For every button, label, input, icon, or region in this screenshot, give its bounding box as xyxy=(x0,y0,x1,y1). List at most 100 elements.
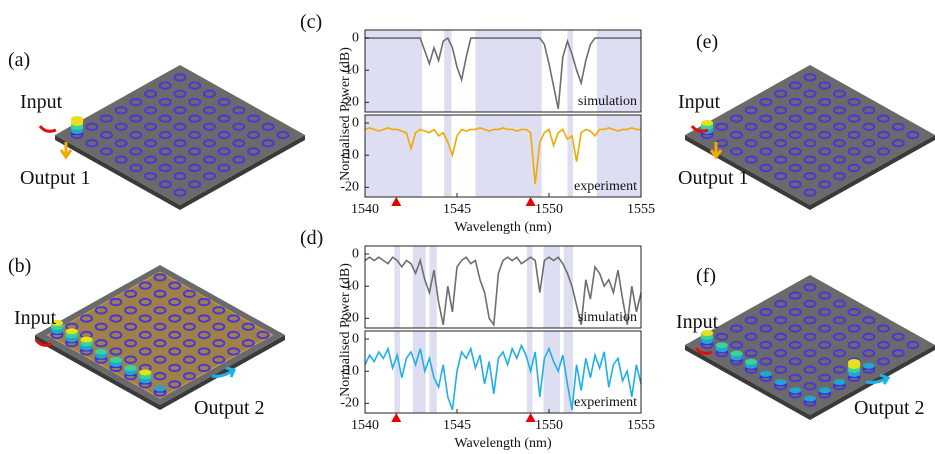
ring xyxy=(729,114,743,123)
y-tick-label: 0 xyxy=(352,331,359,346)
ring xyxy=(247,147,261,156)
ring xyxy=(261,122,275,131)
pillar-top xyxy=(789,387,802,394)
ring xyxy=(212,339,226,348)
x-tick-label: 1540 xyxy=(351,202,379,217)
ring xyxy=(847,130,861,140)
pillar-top xyxy=(774,379,787,386)
ring xyxy=(832,332,846,341)
x-tick-label: 1550 xyxy=(535,202,563,217)
x-tick-label: 1545 xyxy=(443,202,471,217)
shaded-band xyxy=(475,115,542,197)
ring xyxy=(818,340,832,350)
ring xyxy=(247,130,261,140)
x-axis-label: Wavelength (nm) xyxy=(454,436,552,451)
ring xyxy=(144,139,158,148)
output-arrow xyxy=(59,142,73,160)
ring xyxy=(182,306,196,315)
ring xyxy=(818,357,832,366)
axes-box xyxy=(364,114,642,198)
ring xyxy=(256,330,270,340)
y-tick-label: -10 xyxy=(340,62,359,77)
input-label: Input xyxy=(676,311,719,333)
ring xyxy=(847,340,861,350)
ring xyxy=(891,332,905,341)
ring xyxy=(158,163,172,173)
ring xyxy=(744,106,758,115)
ring xyxy=(818,307,832,317)
y-tick-label: -10 xyxy=(340,147,359,162)
ring xyxy=(832,139,846,148)
pillar-top xyxy=(154,385,166,392)
ring xyxy=(188,180,202,189)
ring xyxy=(212,306,226,315)
ring xyxy=(891,349,905,358)
diagrams xyxy=(35,65,935,420)
ring xyxy=(832,122,846,131)
ring xyxy=(202,106,216,115)
ring xyxy=(129,147,143,156)
input-label: Input xyxy=(14,307,57,329)
pillar-top xyxy=(51,320,64,326)
ring xyxy=(803,188,817,197)
ring xyxy=(227,314,241,323)
ring xyxy=(144,155,158,164)
ring xyxy=(818,324,832,333)
ring xyxy=(168,363,182,373)
pillar-top xyxy=(715,342,728,349)
ring xyxy=(182,289,196,299)
y-tick-label: 0 xyxy=(352,246,359,261)
ring xyxy=(232,139,246,148)
ring xyxy=(774,139,788,148)
ring xyxy=(227,347,241,356)
ring xyxy=(241,339,255,348)
ring xyxy=(202,89,216,99)
axes-box xyxy=(364,29,642,113)
ring xyxy=(217,147,231,156)
marker xyxy=(391,413,402,422)
arrows xyxy=(34,125,891,385)
pillar-top xyxy=(745,358,758,365)
ring xyxy=(788,97,802,107)
ring xyxy=(847,307,861,317)
ring xyxy=(847,114,861,123)
ring xyxy=(847,97,861,107)
ring xyxy=(241,322,255,331)
ring xyxy=(818,81,832,90)
ring xyxy=(138,297,152,307)
ring xyxy=(715,122,729,131)
annotation: experiment xyxy=(574,179,637,194)
pillar-top xyxy=(862,362,875,369)
ring xyxy=(99,114,113,123)
ring xyxy=(862,155,876,164)
shaded-band xyxy=(444,115,452,197)
pillar-top xyxy=(804,395,816,402)
ring xyxy=(138,347,152,356)
ring xyxy=(759,130,773,140)
ring xyxy=(774,299,788,309)
ring xyxy=(788,130,802,140)
x-axis-label: Wavelength (nm) xyxy=(454,220,552,235)
ring xyxy=(182,339,196,348)
ring xyxy=(188,114,202,123)
ring xyxy=(891,139,905,148)
ring xyxy=(759,357,773,366)
ring xyxy=(168,281,182,290)
ring xyxy=(862,139,876,148)
ring xyxy=(759,147,773,156)
x-tick-label: 1555 xyxy=(627,418,655,433)
ring xyxy=(173,122,187,131)
panel-labels: (a) Input Output 1 (b) Input Output 2 (c… xyxy=(8,11,925,419)
ring xyxy=(774,332,788,341)
x-tick-label: 1540 xyxy=(351,418,379,433)
ring xyxy=(173,106,187,115)
ring xyxy=(906,130,920,140)
ring xyxy=(877,114,891,123)
pillar-top xyxy=(80,336,93,343)
ring xyxy=(114,106,128,115)
shaded-band xyxy=(475,30,542,112)
ring xyxy=(744,122,758,131)
y-tick-label: -10 xyxy=(340,363,359,378)
ring xyxy=(818,180,832,189)
